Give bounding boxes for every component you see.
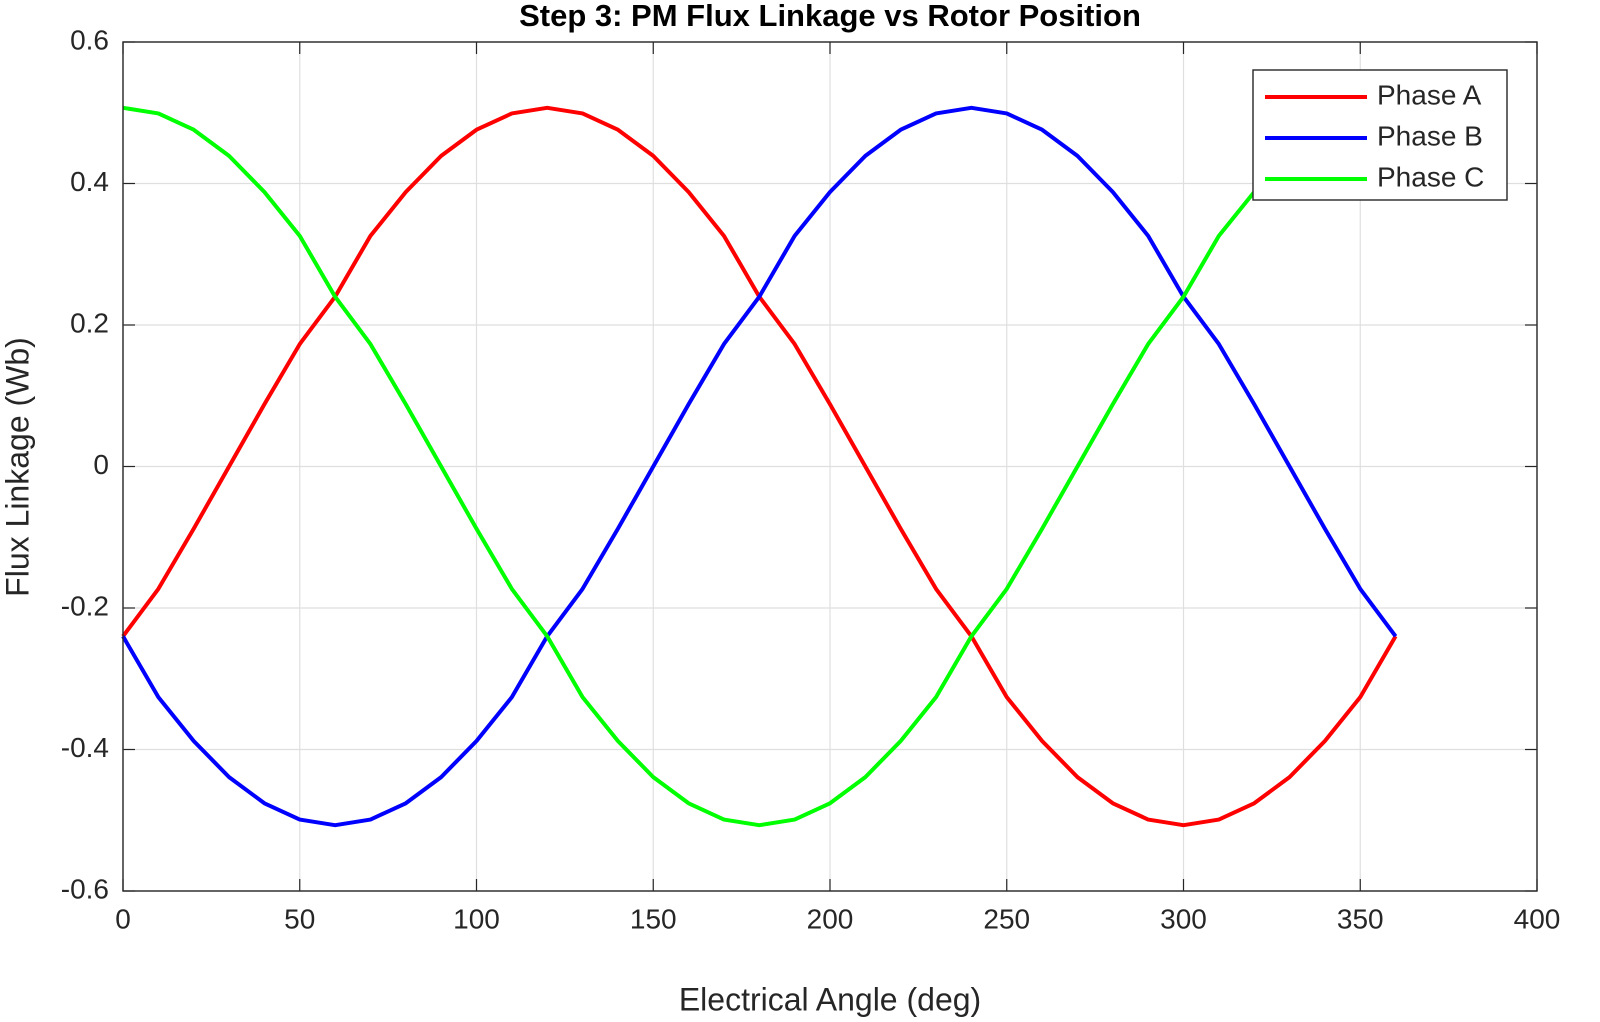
y-tick-label: 0: [93, 449, 109, 480]
x-tick-label: 200: [807, 903, 854, 934]
x-tick-label: 0: [115, 903, 131, 934]
y-tick-label: 0.6: [70, 24, 109, 55]
legend-label: Phase B: [1377, 120, 1483, 151]
y-tick-label: -0.4: [61, 732, 109, 763]
series-line: [122, 105, 1396, 828]
y-tick-label: 0.2: [70, 307, 109, 338]
x-tick-label: 400: [1514, 903, 1561, 934]
x-tick-label: 150: [630, 903, 677, 934]
x-tick-label: 350: [1337, 903, 1384, 934]
y-tick-label: -0.2: [61, 590, 109, 621]
plot-frame: [122, 41, 1538, 892]
x-tick-label: 300: [1160, 903, 1207, 934]
x-tick-label: 50: [284, 903, 315, 934]
chart-title: Step 3: PM Flux Linkage vs Rotor Positio…: [519, 0, 1141, 33]
x-tick-label: 250: [983, 903, 1030, 934]
legend-label: Phase C: [1377, 161, 1484, 192]
x-tick-label: 100: [453, 903, 500, 934]
y-tick-label: 0.4: [70, 166, 109, 197]
legend-label: Phase A: [1377, 79, 1482, 110]
x-axis-label: Electrical Angle (deg): [679, 981, 981, 1017]
y-axis-label: Flux Linkage (Wb): [0, 337, 35, 597]
y-tick-label: -0.6: [61, 873, 109, 904]
